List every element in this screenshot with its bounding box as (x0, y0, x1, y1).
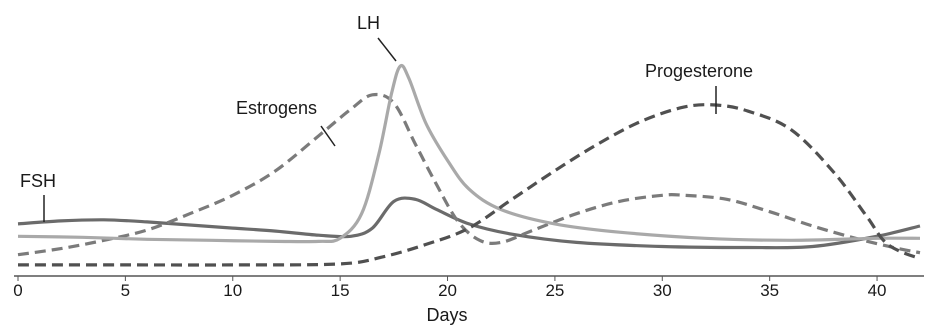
x-tick-label: 15 (331, 281, 350, 300)
series-layer (17, 63, 921, 267)
x-tick-label: 25 (545, 281, 564, 300)
x-axis-title: Days (426, 305, 467, 325)
lh-label: LH (357, 13, 380, 33)
fsh-label: FSH (20, 171, 56, 191)
x-axis-ticks: 0 5 10 15 20 25 30 35 40 (13, 276, 887, 300)
series-line-progesterone (18, 103, 921, 267)
x-tick-label: 5 (121, 281, 130, 300)
estrogens-label: Estrogens (236, 98, 317, 118)
x-tick-label: 0 (13, 281, 22, 300)
series-line-fsh (17, 196, 921, 250)
x-tick-label: 10 (223, 281, 242, 300)
series-line-lh (17, 63, 921, 244)
x-tick-label: 30 (653, 281, 672, 300)
progesterone-label: Progesterone (645, 61, 753, 81)
estrogens-leader-line (320, 125, 336, 147)
x-tick-label: 35 (760, 281, 779, 300)
series-line-estrogens (17, 92, 921, 257)
x-tick-label: 40 (868, 281, 887, 300)
lh-leader-line (377, 37, 397, 62)
x-tick-label: 20 (438, 281, 457, 300)
